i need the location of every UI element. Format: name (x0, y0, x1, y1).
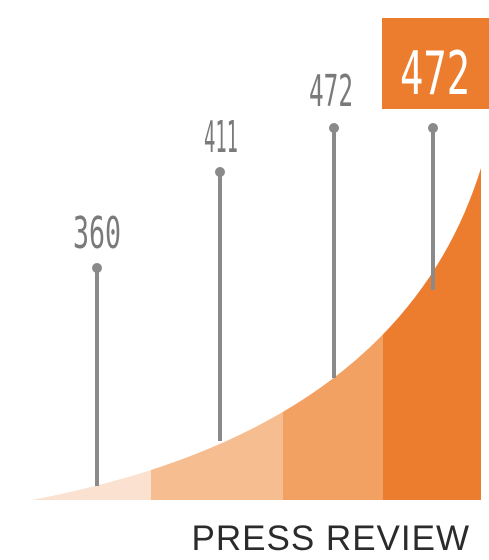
pin-head-4 (428, 123, 438, 133)
value-label-2: 411 (204, 112, 238, 163)
area-segment-1 (32, 168, 151, 500)
pin-head-2 (215, 167, 225, 177)
chart-caption: PRESS REVIEW (192, 519, 470, 558)
pin-markers (92, 123, 438, 486)
value-label-3: 472 (309, 66, 353, 117)
pin-head-3 (329, 123, 339, 133)
value-label-1: 360 (73, 208, 121, 259)
value-label-4: 472 (400, 39, 470, 109)
highlight-value-box (382, 18, 489, 109)
area-segment-2 (151, 168, 283, 500)
pin-head-1 (92, 263, 102, 273)
